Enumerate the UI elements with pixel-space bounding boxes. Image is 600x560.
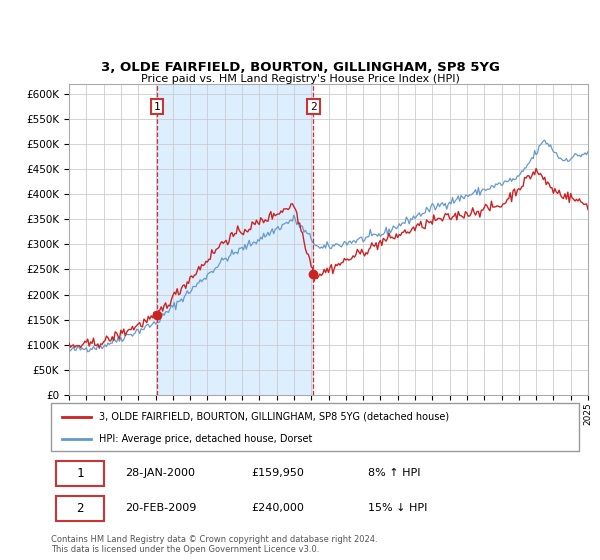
Text: 28-JAN-2000: 28-JAN-2000 [125, 468, 195, 478]
Text: 3, OLDE FAIRFIELD, BOURTON, GILLINGHAM, SP8 5YG (detached house): 3, OLDE FAIRFIELD, BOURTON, GILLINGHAM, … [98, 412, 449, 422]
FancyBboxPatch shape [51, 403, 579, 451]
FancyBboxPatch shape [56, 460, 104, 486]
Bar [157, 84, 313, 395]
Text: Contains HM Land Registry data © Crown copyright and database right 2024.
This d: Contains HM Land Registry data © Crown c… [51, 535, 377, 554]
Text: £159,950: £159,950 [251, 468, 305, 478]
Text: Price paid vs. HM Land Registry's House Price Index (HPI): Price paid vs. HM Land Registry's House … [140, 74, 460, 84]
Text: 20-FEB-2009: 20-FEB-2009 [125, 503, 196, 513]
Text: 3, OLDE FAIRFIELD, BOURTON, GILLINGHAM, SP8 5YG: 3, OLDE FAIRFIELD, BOURTON, GILLINGHAM, … [101, 61, 499, 74]
Text: 8% ↑ HPI: 8% ↑ HPI [368, 468, 420, 478]
Text: HPI: Average price, detached house, Dorset: HPI: Average price, detached house, Dors… [98, 434, 312, 444]
Text: 1: 1 [154, 101, 160, 111]
Text: £240,000: £240,000 [251, 503, 305, 513]
Text: 2: 2 [310, 101, 317, 111]
Text: 15% ↓ HPI: 15% ↓ HPI [368, 503, 427, 513]
Text: 1: 1 [76, 466, 84, 480]
Text: 2: 2 [76, 502, 84, 515]
FancyBboxPatch shape [56, 496, 104, 521]
